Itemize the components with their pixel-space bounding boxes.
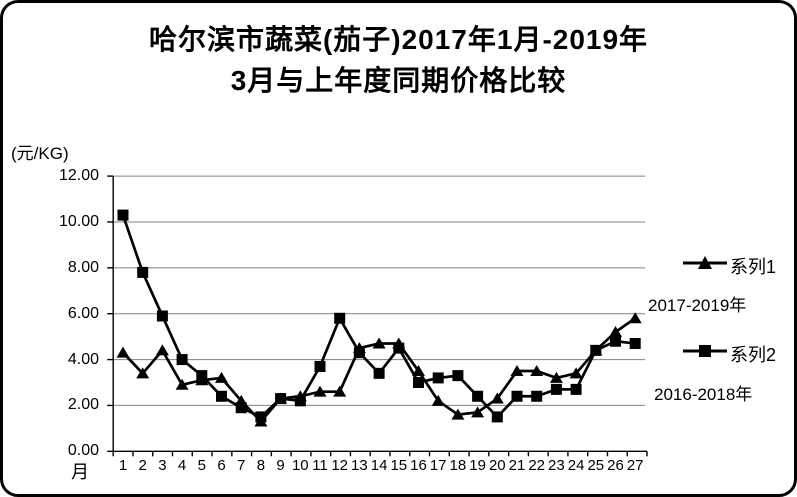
series2-point-square <box>176 354 188 366</box>
x-tick-label: 5 <box>197 457 206 474</box>
chart-title: 哈尔滨市蔬菜(茄子)2017年1月-2019年 3月与上年度同期价格比较 <box>3 19 794 101</box>
series2-point-square <box>413 377 424 388</box>
series1-caption: 2017-2019年 <box>648 296 747 315</box>
chart-title-line1: 哈尔滨市蔬菜(茄子)2017年1月-2019年 <box>148 24 649 55</box>
series1-point-triangle <box>549 371 563 383</box>
series2-point-square <box>452 370 464 382</box>
series2-point-square <box>314 360 326 372</box>
x-tick-label: 14 <box>370 457 388 474</box>
x-tick-label: 26 <box>607 457 624 474</box>
series2-point-square <box>373 367 385 379</box>
series1-point-triangle <box>313 385 327 397</box>
series1-point-triangle <box>609 326 622 338</box>
x-tick-label: 7 <box>237 457 246 474</box>
x-tick-label: 6 <box>217 457 226 474</box>
series2-point-square <box>275 393 287 405</box>
x-tick-label: 25 <box>587 457 605 474</box>
series2-point-square <box>531 390 543 402</box>
series1-point-triangle <box>530 365 544 377</box>
x-tick-label: 19 <box>469 457 486 474</box>
series1-point-triangle <box>510 365 524 377</box>
y-tick-label: 6.00 <box>67 304 99 322</box>
x-tick-label: 9 <box>276 457 285 474</box>
y-tick-label: 4.00 <box>67 350 99 368</box>
series2-point-square <box>353 347 365 359</box>
series1-point-triangle <box>628 312 642 324</box>
series1-point-triangle <box>569 367 583 379</box>
series1-point-triangle <box>372 337 386 349</box>
y-tick-label: 10.00 <box>58 212 99 230</box>
x-tick-label: 11 <box>312 457 328 474</box>
x-tick-label: 20 <box>488 457 506 474</box>
series1-point-triangle <box>490 392 504 404</box>
x-tick-label: 22 <box>528 457 546 474</box>
y-axis-unit-label: (元/KG) <box>11 144 69 163</box>
series1-point-triangle <box>136 367 150 379</box>
series1-point-triangle <box>155 344 169 356</box>
series1-legend-label: 系列1 <box>730 257 777 277</box>
y-tick-label: 2.00 <box>67 396 99 414</box>
x-tick-label: 23 <box>548 457 565 474</box>
x-tick-label: 21 <box>508 457 526 474</box>
series2-legend-symbol <box>683 345 727 357</box>
series2-point-square <box>137 266 149 278</box>
y-tick-label: 0.00 <box>67 442 99 460</box>
x-tick-label: 8 <box>256 457 266 474</box>
x-tick-label: 13 <box>351 457 368 474</box>
series2-point-square <box>235 402 247 414</box>
series2-point-square <box>334 312 346 324</box>
series2-point-square <box>255 411 267 423</box>
series2-legend-label: 系列2 <box>730 345 777 365</box>
y-tick-label: 8.00 <box>67 258 99 276</box>
series2-point-square <box>393 342 405 354</box>
series2-point-square <box>491 411 503 423</box>
series2-point-square <box>432 372 444 384</box>
series1-point-triangle <box>215 371 228 383</box>
x-tick-label: 10 <box>291 457 309 474</box>
series2-point-square <box>156 310 168 322</box>
series2-point-square <box>472 390 484 402</box>
x-tick-label: 24 <box>567 457 585 474</box>
series1-point-triangle <box>451 408 465 420</box>
series1-point-triangle <box>175 378 189 390</box>
x-tick-label: 4 <box>177 457 187 474</box>
x-tick-label: 3 <box>158 457 167 474</box>
series1-point-triangle <box>471 406 485 418</box>
series1-point-triangle <box>116 346 130 358</box>
series1-legend-symbol <box>683 256 727 269</box>
series2-point-square <box>216 390 227 402</box>
series2-point-square <box>196 370 208 382</box>
series2-point-square <box>117 209 129 221</box>
series2-point-square <box>294 395 306 407</box>
x-tick-label: 17 <box>429 457 447 474</box>
series2-square-marker-icon <box>699 345 711 357</box>
series2-point-square <box>629 338 641 350</box>
x-axis-title: 月 <box>71 462 89 482</box>
series2-point-square <box>511 390 523 402</box>
x-tick-label: 15 <box>390 457 408 474</box>
series2-point-square <box>590 344 602 356</box>
x-tick-label: 2 <box>138 457 147 474</box>
series1-point-triangle <box>412 365 425 377</box>
x-tick-label: 16 <box>410 457 427 474</box>
series2-caption: 2016-2018年 <box>654 385 753 404</box>
series2-point-square <box>570 383 582 395</box>
series1-point-triangle <box>431 394 445 406</box>
series2-point-square <box>610 335 621 347</box>
y-tick-label: 12.00 <box>58 167 99 185</box>
series2-point-square <box>550 383 562 395</box>
plot-area <box>107 175 648 457</box>
series1-point-triangle <box>333 385 347 397</box>
x-tick-label: 18 <box>449 457 467 474</box>
x-tick-label: 12 <box>331 457 349 474</box>
series1-triangle-marker-icon <box>698 256 712 269</box>
x-tick-label: 27 <box>626 457 644 474</box>
chart-title-line2: 3月与上年度同期价格比较 <box>230 65 567 96</box>
x-tick-label: 1 <box>118 457 128 474</box>
